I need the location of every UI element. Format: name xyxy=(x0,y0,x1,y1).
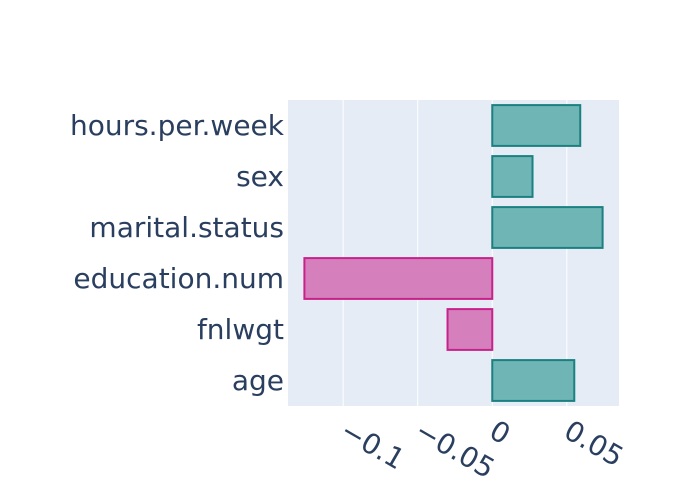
x-tick-label: −0.1 xyxy=(335,414,410,477)
bar-hours-per-week xyxy=(491,104,582,147)
bar-sex xyxy=(491,155,534,198)
y-axis-labels: age fnlwgt education.num marital.status sex h… xyxy=(70,109,285,397)
bar-marital-status xyxy=(491,206,604,249)
y-tick-label: hours.per.week xyxy=(70,109,285,142)
bar-fnlwgt xyxy=(446,308,494,351)
y-tick-label: education.num xyxy=(73,262,284,295)
x-axis-tick-labels: −0.1 −0.050 0.05 xyxy=(335,414,629,485)
y-tick-label: age xyxy=(232,364,284,397)
grid-lines xyxy=(342,100,568,406)
y-tick-label: marital.status xyxy=(89,211,284,244)
bar-age xyxy=(491,359,576,402)
y-tick-label: sex xyxy=(236,160,284,193)
x-tick-label: 0 xyxy=(484,414,516,451)
x-tick-label: −0.05 xyxy=(409,414,500,485)
y-tick-label: fnlwgt xyxy=(197,313,284,346)
bar-education-num xyxy=(303,257,494,300)
bars xyxy=(303,104,604,402)
x-tick-label: 0.05 xyxy=(559,414,629,474)
